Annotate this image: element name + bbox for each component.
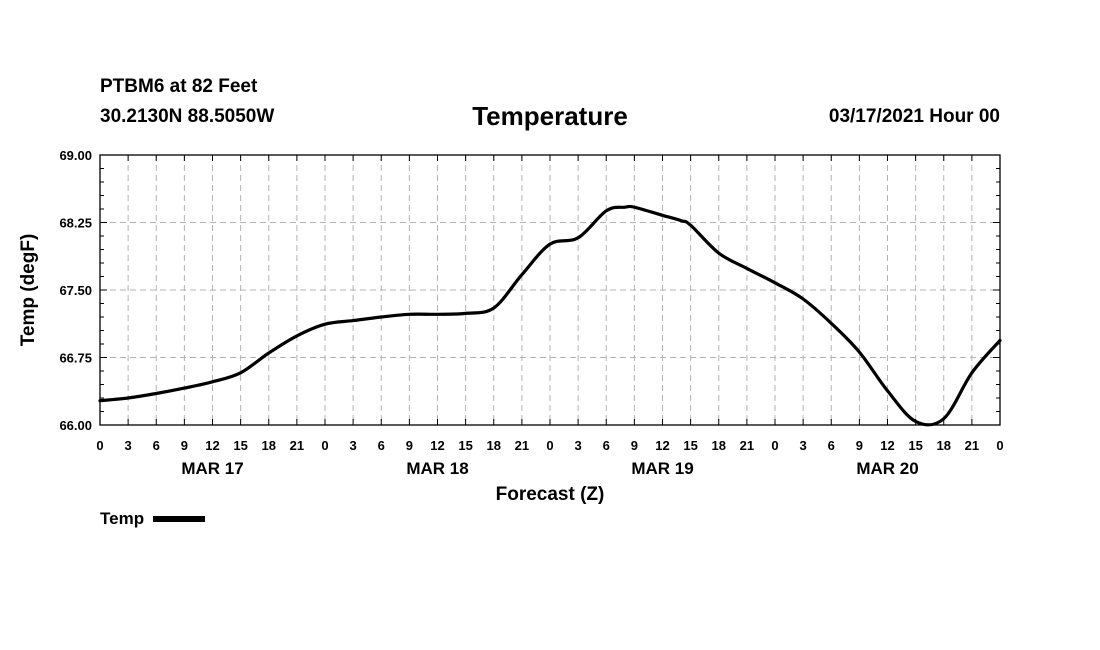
x-tick-label: 15	[458, 438, 472, 453]
x-tick-label: 3	[350, 438, 357, 453]
x-tick-label: 18	[712, 438, 726, 453]
x-tick-label: 12	[430, 438, 444, 453]
coordinates-label: 30.2130N 88.5050W	[100, 106, 275, 127]
x-tick-label: 3	[575, 438, 582, 453]
x-axis-label: Forecast (Z)	[496, 484, 605, 505]
legend-label: Temp	[100, 509, 145, 528]
tick-labels: 66.00 66.75 67.50 68.25 69.00 0 3 6 9 12 15 18 21 0 3 6…	[59, 148, 1003, 478]
x-tick-label: 0	[771, 438, 778, 453]
legend-swatch	[153, 516, 206, 522]
x-tick-label: 3	[125, 438, 132, 453]
grid	[100, 155, 1000, 425]
x-tick-label: 12	[880, 438, 894, 453]
x-tick-label: 6	[378, 438, 385, 453]
x-tick-label: 6	[153, 438, 160, 453]
day-label: MAR 20	[856, 459, 918, 478]
x-tick-label: 9	[181, 438, 188, 453]
x-tick-label: 15	[233, 438, 247, 453]
x-tick-label: 0	[96, 438, 103, 453]
x-tick-label: 0	[996, 438, 1003, 453]
x-tick-label: 12	[205, 438, 219, 453]
x-tick-label: 21	[965, 438, 979, 453]
day-label: MAR 18	[406, 459, 468, 478]
x-tick-label: 0	[321, 438, 328, 453]
x-tick-label: 9	[856, 438, 863, 453]
legend: Temp	[100, 509, 206, 529]
y-tick-label: 68.25	[59, 216, 92, 231]
plot-frame	[99, 154, 1001, 426]
x-tick-label: 18	[937, 438, 951, 453]
x-tick-label: 15	[908, 438, 922, 453]
x-tick-label: 15	[683, 438, 697, 453]
chart-title: Temperature	[472, 101, 628, 131]
y-tick-label: 67.50	[59, 283, 92, 298]
y-tick-label: 66.75	[59, 351, 92, 366]
x-tick-label: 18	[487, 438, 501, 453]
x-tick-label: 9	[631, 438, 638, 453]
x-tick-label: 9	[406, 438, 413, 453]
series-line-temp	[98, 204, 1002, 427]
x-tick-label: 21	[740, 438, 754, 453]
station-label: PTBM6 at 82 Feet	[100, 76, 258, 97]
x-tick-label: 18	[262, 438, 276, 453]
y-tick-label: 66.00	[59, 418, 92, 433]
day-label: MAR 17	[181, 459, 243, 478]
y-tick-label: 69.00	[59, 148, 92, 163]
y-axis-label: Temp (degF)	[18, 234, 39, 347]
day-label: MAR 19	[631, 459, 693, 478]
x-tick-label: 21	[290, 438, 304, 453]
x-tick-label: 6	[603, 438, 610, 453]
x-tick-label: 0	[546, 438, 553, 453]
series-layer	[98, 204, 1002, 427]
axes	[99, 154, 1001, 426]
x-tick-label: 21	[515, 438, 529, 453]
x-tick-label: 12	[655, 438, 669, 453]
forecast-run-label: 03/17/2021 Hour 00	[828, 106, 1000, 127]
x-tick-label: 3	[800, 438, 807, 453]
x-tick-label: 6	[828, 438, 835, 453]
